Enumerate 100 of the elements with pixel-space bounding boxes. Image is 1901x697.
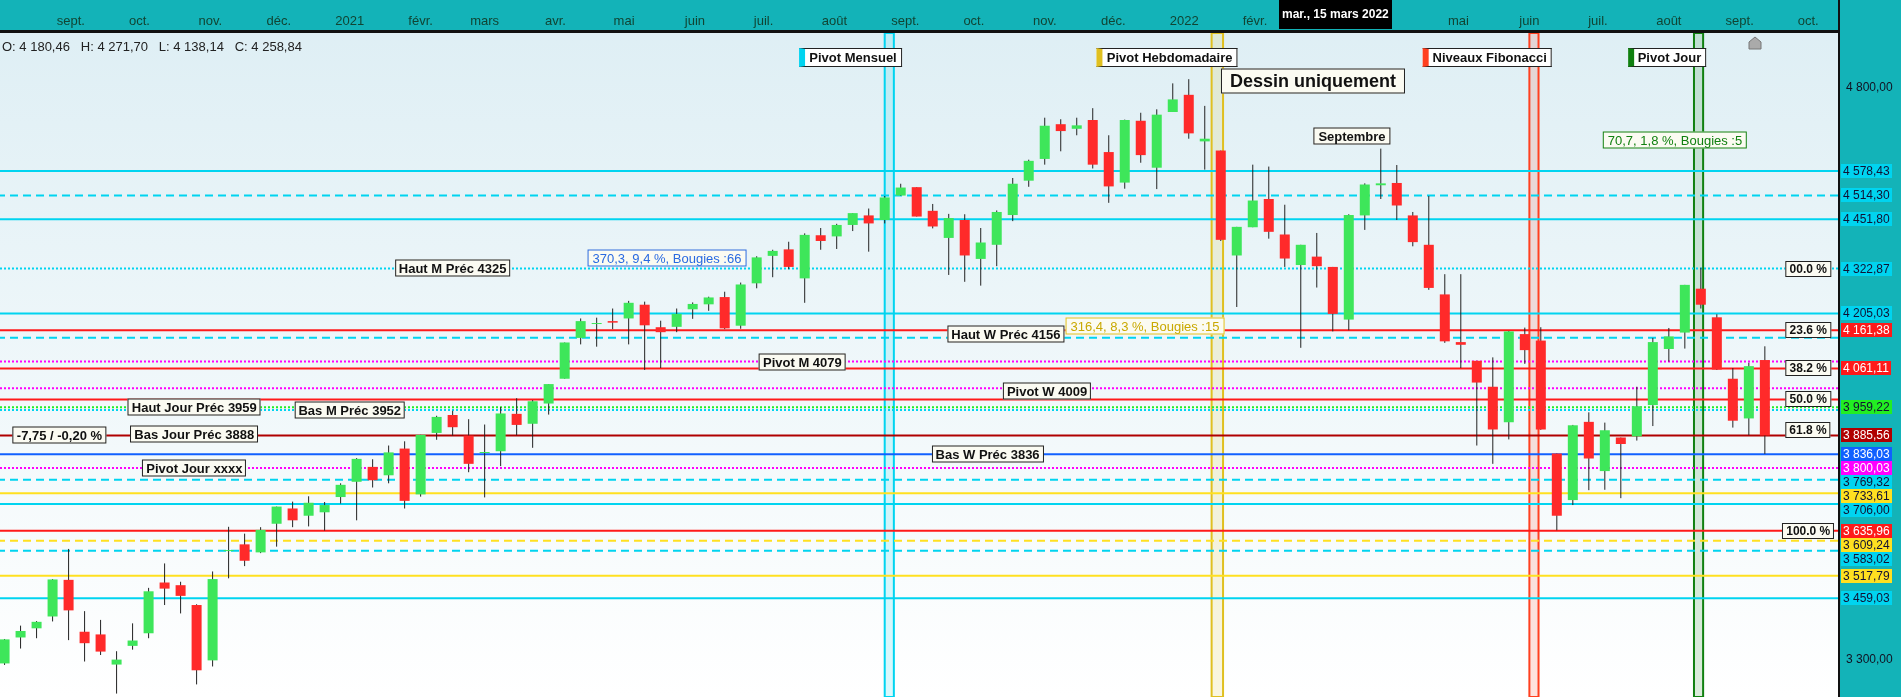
annotation: 316,4, 8,3 %, Bougies :15 <box>1065 317 1225 335</box>
ref-line-label: 3 517,79 <box>1841 568 1892 583</box>
ref-line-label: 3 459,03 <box>1841 591 1892 606</box>
candlestick <box>655 320 666 369</box>
x-tick-label: juin <box>683 13 706 28</box>
annotation: -7,75 / -0,20 % <box>12 426 107 444</box>
candlestick <box>607 308 618 330</box>
annotation: Haut Jour Préc 3959 <box>127 398 261 416</box>
x-tick-label: 2021 <box>335 13 365 28</box>
annotation: 100.0 % <box>1782 522 1835 539</box>
candlestick <box>879 195 890 224</box>
ref-line-label: 4 161,38 <box>1841 323 1892 338</box>
candlestick <box>975 227 986 287</box>
candlestick <box>287 501 298 528</box>
band-label: Pivot Mensuel <box>799 48 902 67</box>
candlestick <box>1295 244 1306 349</box>
ref-line-label: 4 061,11 <box>1841 361 1891 376</box>
ref-line-label: 4 322,87 <box>1841 261 1892 276</box>
ref-line-label: 4 578,43 <box>1841 163 1892 178</box>
annotation: 38.2 % <box>1785 360 1831 377</box>
ref-line-label: 3 959,22 <box>1841 400 1892 415</box>
candlestick <box>367 458 378 488</box>
x-tick-label: sept. <box>891 13 920 28</box>
candlestick <box>511 397 522 436</box>
x-tick-label: avr. <box>545 13 566 28</box>
annotation: 23.6 % <box>1785 322 1831 339</box>
ref-line-label: 3 609,24 <box>1841 537 1892 552</box>
candlestick <box>863 208 874 253</box>
candlestick <box>767 249 778 278</box>
x-tick-label: mai <box>613 13 635 28</box>
annotation: O: 4 180,46 H: 4 271,70 L: 4 138,14 C: 4 258,84 <box>2 39 302 54</box>
candlestick <box>1055 118 1066 152</box>
annotation: 370,3, 9,4 %, Bougies :66 <box>587 249 747 267</box>
candlestick <box>255 526 266 554</box>
x-tick-label: févr. <box>408 13 433 28</box>
candlestick <box>79 610 90 663</box>
candlestick <box>1023 159 1034 188</box>
candlestick <box>1471 360 1482 447</box>
candlestick <box>815 227 826 251</box>
candlestick <box>319 501 330 532</box>
x-tick-label: juin <box>1518 13 1540 28</box>
ref-line-label: 4 514,30 <box>1841 188 1892 203</box>
candlestick <box>351 457 362 521</box>
candlestick <box>671 308 682 333</box>
ref-line-label: 3 635,96 <box>1841 523 1892 538</box>
candlestick <box>1391 164 1402 221</box>
annotation: Septembre <box>1313 127 1391 145</box>
x-tick-label: oct. <box>963 13 985 28</box>
ref-line-label: 3 733,61 <box>1841 489 1892 504</box>
annotation: Dessin uniquement <box>1220 68 1406 94</box>
annotation: 50.0 % <box>1785 391 1831 408</box>
annotation: Pivot W 4009 <box>1002 382 1092 400</box>
candlestick <box>527 399 538 449</box>
candlestick <box>431 415 442 441</box>
x-tick-label: juil. <box>752 13 774 28</box>
candlestick <box>1375 148 1386 200</box>
x-tick-label: oct. <box>1797 13 1819 28</box>
candlestick <box>1311 232 1322 289</box>
annotation: Bas Jour Préc 3888 <box>130 425 259 443</box>
candlestick <box>95 619 106 656</box>
ref-line-label: 3 885,56 <box>1841 428 1892 443</box>
ref-line-label: 3 800,03 <box>1841 461 1892 476</box>
candlestick <box>943 213 954 276</box>
annotation: 70,7, 1,8 %, Bougies :5 <box>1602 131 1748 149</box>
x-tick-label: nov. <box>198 13 223 28</box>
candlestick <box>1455 273 1466 369</box>
candlestick <box>591 317 602 348</box>
candlestick <box>383 445 394 484</box>
candlestick <box>111 650 122 695</box>
ref-line-label: 3 836,03 <box>1841 447 1892 462</box>
candlestick <box>575 317 586 345</box>
candlestick <box>623 300 634 345</box>
text: mar., 15 mars 2022 <box>1279 0 1392 29</box>
annotation: Bas W Préc 3836 <box>931 445 1044 463</box>
candlestick <box>175 581 186 614</box>
band-label: Pivot Hebdomadaire <box>1096 48 1238 67</box>
candlestick <box>223 526 234 579</box>
candlestick <box>639 301 650 371</box>
candlestick <box>15 625 26 650</box>
annotation: 61.8 % <box>1785 422 1831 438</box>
x-tick-label: févr. <box>1242 13 1268 28</box>
candlestick <box>479 424 490 498</box>
candlestick <box>927 203 938 229</box>
candlestick <box>1663 327 1674 363</box>
candlestick <box>335 482 346 505</box>
x-tick-label: 2022 <box>1169 13 1199 28</box>
candlestick <box>543 383 554 416</box>
ref-line-label: 3 583,02 <box>1841 551 1892 566</box>
x-tick-label: juil. <box>1587 13 1608 28</box>
candlestick <box>447 410 458 437</box>
ref-line-label: 3 769,32 <box>1841 475 1892 490</box>
candlestick <box>1167 82 1178 113</box>
candlestick <box>303 495 314 527</box>
x-tick-label: août <box>821 13 848 28</box>
x-tick-label: août <box>1656 13 1682 28</box>
candlestick <box>783 241 794 270</box>
y-tick-label: 4 800,00 <box>1846 79 1894 94</box>
ref-line-label: 4 205,03 <box>1841 306 1892 321</box>
x-tick-label: déc. <box>1101 13 1126 28</box>
band-label: Niveaux Fibonacci <box>1422 48 1552 67</box>
